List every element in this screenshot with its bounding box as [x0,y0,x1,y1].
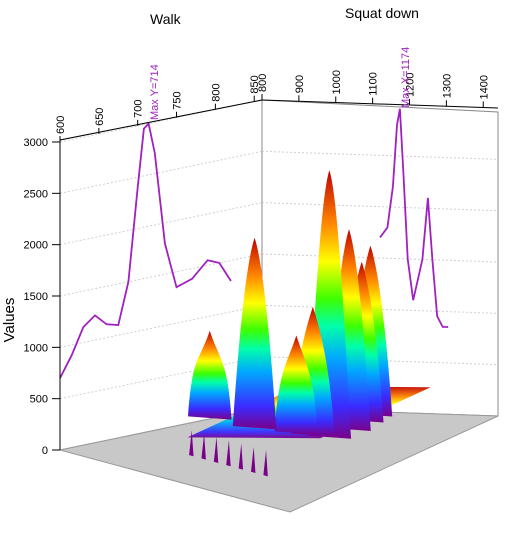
walk-max-annotation: Max Y=714 [149,64,161,120]
right-wall-gridline [261,356,499,366]
walk-tick-label: 600 [55,116,67,134]
squat-axis-label: Squat down [345,5,419,21]
floor-plane [59,407,499,513]
z-tick-label: 0 [42,445,48,457]
z-axis: 0 500 1000 1500 2000 2500 3000 [24,137,61,457]
squat-max-annotation: Max X=1174 [400,47,412,108]
left-wall [59,99,263,451]
walk-axis: 600 650 700 750 800 850 [55,75,263,142]
z-tick-label: 500 [30,394,48,406]
squat-tick-label: 800 [257,74,269,92]
walk-axis-line [59,99,263,141]
surface-spike [226,440,231,467]
walk-axis-label: Walk [150,11,182,27]
squat-axis: 800 900 1000 1100 1200 1300 1400 [257,70,499,109]
walk-tick-label: 650 [94,108,106,126]
squat-tick-label: 900 [294,75,306,93]
walk-tick-label: 800 [210,83,222,101]
surface-spike [201,433,206,460]
z-tick-label: 2500 [24,188,48,200]
z-tick-label: 3000 [24,137,48,149]
squat-tick-label: 1400 [478,75,490,99]
surface-spike [189,430,194,457]
walk-tick-label: 700 [133,99,145,117]
squat-tick-label: 1000 [331,70,343,94]
walk-projection-line [59,121,232,379]
surface-spike [263,450,268,477]
right-wall-gridline [261,253,499,263]
surface-peak [187,330,232,420]
right-wall-gridline [261,150,499,160]
surface-peak [274,335,319,435]
squat-tick-label: 1300 [441,74,453,98]
squat-projection-line [379,108,449,328]
surface-spike [238,443,244,470]
right-wall-gridline [261,202,499,212]
surface-mesh [187,170,431,477]
z-tick-label: 2000 [24,240,48,252]
surface-peak [232,237,277,430]
walk-tick-label: 750 [172,91,184,109]
surface-spike [213,436,219,463]
squat-axis-line [261,99,499,109]
z-tick-label: 1500 [24,291,48,303]
values-axis-label: Values [1,298,18,343]
squat-tick-label: 1100 [368,72,380,96]
surface-spike [251,446,256,473]
z-tick-label: 1000 [24,342,48,354]
squat-tick-label: 1200 [405,73,417,97]
right-wall-gridline [261,304,499,314]
walk-tick-label: 850 [249,75,261,93]
